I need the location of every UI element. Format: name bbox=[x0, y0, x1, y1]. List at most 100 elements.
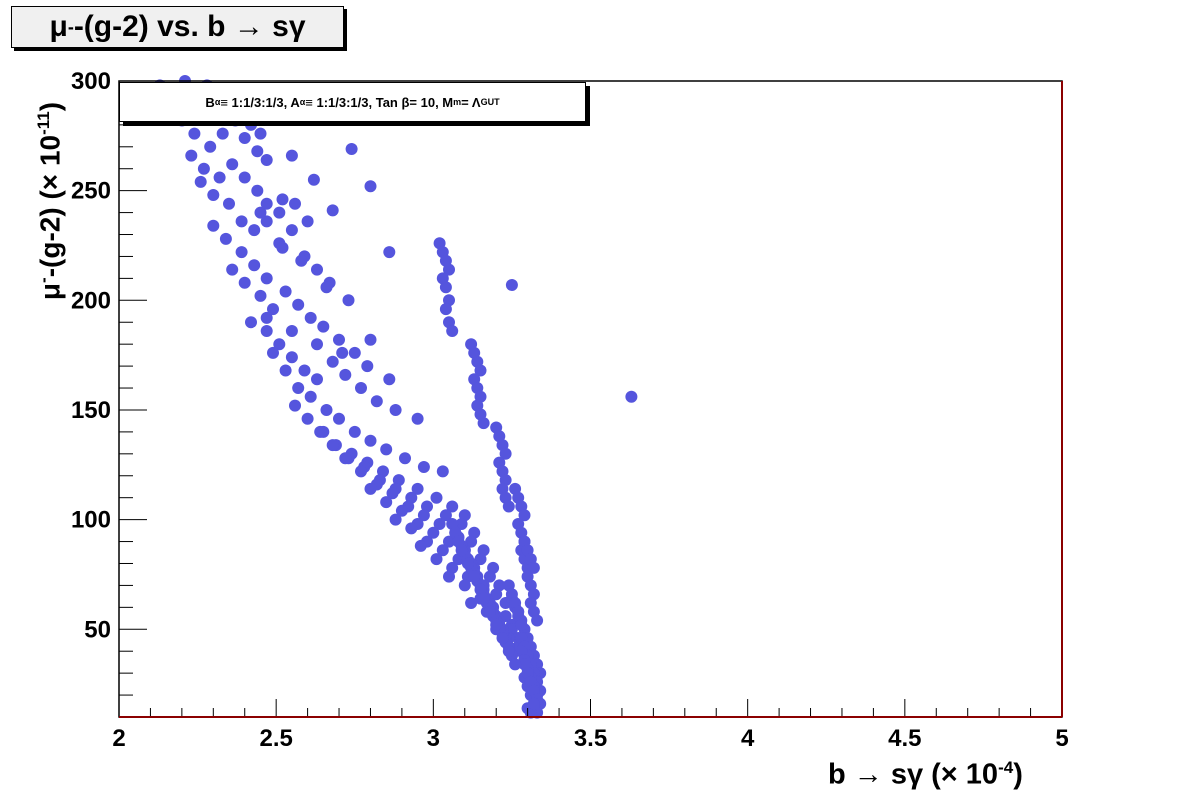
data-point bbox=[279, 285, 292, 298]
data-point bbox=[276, 193, 289, 206]
data-point bbox=[455, 544, 468, 557]
data-point bbox=[339, 452, 352, 465]
x-tick-label: 4.5 bbox=[888, 725, 921, 752]
data-point bbox=[461, 557, 474, 570]
y-axis-title-mu: μ bbox=[34, 282, 66, 301]
annot-m-rest: = Λ bbox=[461, 94, 481, 110]
data-point bbox=[455, 518, 468, 530]
y-tick-label: 300 bbox=[71, 68, 111, 95]
data-point bbox=[527, 697, 540, 710]
annot-b: B bbox=[205, 94, 215, 110]
data-point bbox=[238, 276, 251, 289]
data-point bbox=[285, 325, 298, 337]
x-axis-title: b → sγ (× 10-4) bbox=[828, 758, 1023, 792]
data-point bbox=[307, 173, 320, 186]
data-point bbox=[355, 465, 367, 478]
y-axis-title-close: ) bbox=[34, 101, 66, 112]
data-point bbox=[260, 325, 273, 337]
data-point bbox=[499, 447, 512, 460]
data-point bbox=[339, 368, 352, 381]
data-point bbox=[289, 399, 301, 412]
plot-frame bbox=[118, 80, 1063, 718]
data-point bbox=[355, 382, 367, 394]
data-point bbox=[254, 206, 267, 219]
y-axis-title: μ--(g-2) (× 10-11) bbox=[34, 31, 66, 371]
data-point bbox=[490, 618, 503, 631]
data-point bbox=[380, 496, 393, 509]
data-point bbox=[267, 303, 279, 316]
data-point bbox=[248, 224, 261, 237]
data-point bbox=[223, 197, 235, 210]
data-point bbox=[477, 417, 490, 430]
annot-b-sub: α bbox=[214, 97, 221, 107]
chart-title: μ - -(g-2) vs. b → sγ bbox=[11, 6, 344, 48]
data-point bbox=[342, 294, 355, 307]
data-point bbox=[314, 425, 327, 438]
data-point bbox=[251, 145, 264, 158]
x-axis: 2 2.5 3 3.5 4 4.5 5 bbox=[112, 699, 1069, 752]
data-point bbox=[411, 412, 424, 425]
data-point bbox=[301, 215, 314, 228]
data-point bbox=[439, 281, 452, 294]
data-point bbox=[443, 535, 455, 548]
data-point bbox=[430, 491, 443, 504]
y-axis-title-exp: -11 bbox=[34, 111, 53, 135]
data-point bbox=[238, 132, 251, 144]
data-point bbox=[430, 553, 443, 566]
data-point bbox=[465, 597, 478, 609]
data-point bbox=[527, 561, 540, 574]
y-tick-label: 250 bbox=[71, 178, 111, 205]
data-point bbox=[502, 645, 515, 658]
title-rest: -(g-2) vs. b → sγ bbox=[73, 10, 306, 43]
data-point bbox=[458, 579, 471, 592]
data-point bbox=[518, 509, 531, 522]
data-point bbox=[414, 539, 427, 552]
data-point bbox=[336, 346, 349, 359]
data-point bbox=[417, 509, 430, 522]
data-point bbox=[509, 658, 522, 671]
data-point bbox=[446, 500, 459, 513]
data-point bbox=[439, 303, 452, 316]
x-tick-label: 4 bbox=[741, 725, 755, 752]
data-point bbox=[515, 618, 528, 631]
data-point bbox=[326, 439, 339, 452]
data-point bbox=[273, 338, 286, 351]
data-point bbox=[443, 263, 455, 276]
data-point bbox=[465, 535, 478, 548]
data-point bbox=[364, 180, 377, 193]
data-point bbox=[213, 171, 226, 184]
data-point bbox=[311, 373, 323, 386]
data-point bbox=[276, 241, 289, 254]
data-point bbox=[348, 346, 361, 359]
y-axis-title-sup: - bbox=[34, 277, 53, 283]
annot-m-sub: m bbox=[453, 97, 462, 107]
data-point bbox=[194, 175, 207, 188]
data-point bbox=[333, 333, 345, 346]
data-point bbox=[326, 204, 339, 217]
title-mu: μ bbox=[49, 10, 68, 43]
annot-a-rest: ≡ 1:1/3:1/3, Tan β= 10, M bbox=[305, 94, 454, 110]
data-point bbox=[383, 373, 396, 386]
data-point bbox=[235, 215, 248, 228]
data-point bbox=[317, 320, 330, 333]
data-point bbox=[474, 553, 487, 566]
data-point bbox=[468, 570, 481, 583]
annot-b-rest: ≡ 1:1/3:1/3, A bbox=[220, 94, 300, 110]
data-point bbox=[395, 504, 408, 517]
data-point bbox=[254, 127, 267, 140]
data-point bbox=[251, 184, 264, 197]
data-point bbox=[505, 279, 518, 291]
data-point bbox=[483, 605, 496, 618]
data-point bbox=[267, 346, 279, 359]
data-point bbox=[439, 509, 452, 522]
data-point bbox=[348, 425, 361, 438]
data-point bbox=[383, 246, 396, 259]
data-point bbox=[370, 395, 383, 408]
data-point bbox=[285, 149, 298, 162]
data-point bbox=[389, 513, 402, 526]
data-point bbox=[411, 482, 424, 495]
data-point bbox=[248, 259, 261, 272]
data-point bbox=[289, 197, 301, 210]
